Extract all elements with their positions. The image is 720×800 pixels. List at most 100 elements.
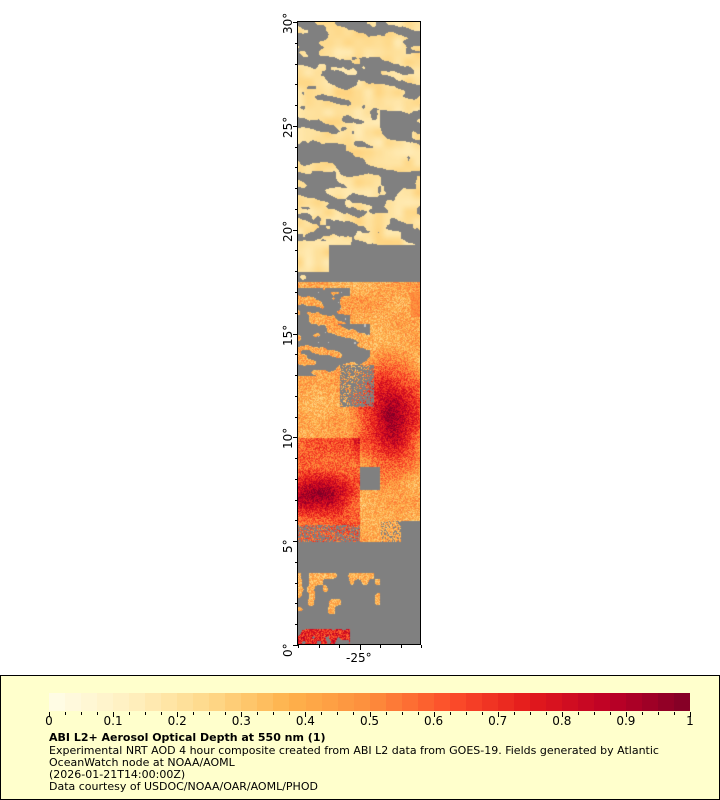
lon-tick: [359, 645, 361, 650]
colorbar-tick: [433, 712, 435, 717]
colorbar-tick: [369, 712, 371, 717]
lat-tick: [295, 167, 298, 169]
colorbar-step: [241, 693, 258, 711]
colorbar-step: [225, 693, 242, 711]
lat-tick: [295, 416, 298, 418]
colorbar-step: [337, 693, 354, 711]
colorbar-step: [369, 693, 386, 711]
colorbar-tick: [113, 712, 115, 717]
colorbar-tick: [81, 712, 83, 715]
colorbar-tick: [561, 712, 563, 717]
colorbar-tick-label: 1: [686, 714, 694, 728]
colorbar-tick: [529, 712, 531, 715]
lat-tick: [295, 603, 298, 605]
colorbar-step: [578, 693, 595, 711]
colorbar-tick: [257, 712, 259, 715]
colorbar-step: [658, 693, 675, 711]
legend-time: (2026-01-21T14:00:00Z): [49, 768, 186, 781]
colorbar-step: [610, 693, 627, 711]
colorbar-step: [49, 693, 66, 711]
colorbar-tick: [465, 712, 467, 715]
colorbar-tick-label: 0.7: [488, 714, 508, 728]
colorbar-step: [321, 693, 338, 711]
colorbar-tick: [481, 712, 483, 715]
colorbar-tick-label: 0.4: [295, 714, 315, 728]
lat-tick-label: 0°: [281, 643, 295, 657]
lat-tick: [295, 312, 298, 314]
colorbar-tick: [289, 712, 291, 715]
colorbar-tick-label: 0.9: [616, 714, 636, 728]
colorbar-tick: [673, 712, 675, 715]
colorbar-step: [481, 693, 498, 711]
lat-tick: [295, 582, 298, 584]
lon-tick: [318, 645, 320, 648]
legend-credit: Data courtesy of USDOC/NOAA/OAR/AOML/PHO…: [49, 780, 318, 793]
aod-map[interactable]: [298, 22, 421, 645]
lat-tick: [293, 541, 298, 543]
colorbar-tick: [129, 712, 131, 715]
lat-tick-label: 25°: [281, 116, 295, 138]
legend-panel: 0 0.1 0.2 0.3 0.4 0.5 0.6 0.7 0.8 0.9 1 ABI L2+ Ae…: [0, 675, 720, 800]
colorbar-step: [177, 693, 194, 711]
colorbar-tick: [545, 712, 547, 715]
lat-tick: [293, 645, 298, 646]
lat-tick: [295, 63, 298, 65]
colorbar-tick: [641, 712, 643, 715]
lat-tick: [295, 520, 298, 522]
colorbar-tick: [609, 712, 611, 715]
lat-tick: [295, 291, 298, 293]
colorbar-step: [65, 693, 82, 711]
colorbar-tick: [241, 712, 243, 717]
lat-tick: [295, 458, 298, 460]
colorbar-step: [626, 693, 643, 711]
colorbar-step: [401, 693, 418, 711]
colorbar-step: [562, 693, 579, 711]
colorbar-step: [209, 693, 226, 711]
colorbar-step: [97, 693, 114, 711]
lat-tick: [295, 84, 298, 86]
colorbar-step: [465, 693, 482, 711]
colorbar-tick-label: 0: [45, 714, 53, 728]
colorbar-tick-label: 0.5: [359, 714, 380, 728]
lat-tick: [295, 499, 298, 501]
colorbar-tick: [353, 712, 355, 715]
lat-tick: [295, 271, 298, 273]
colorbar-tick: [657, 712, 659, 715]
colorbar-step: [289, 693, 306, 711]
colorbar-tick-label: 0.6: [424, 714, 444, 728]
colorbar-tick: [305, 712, 307, 717]
lat-tick-label: 20°: [281, 220, 295, 242]
colorbar-tick: [593, 712, 595, 715]
colorbar-tick: [321, 712, 323, 715]
colorbar-tick: [273, 712, 275, 715]
colorbar-tick-label: 0.2: [167, 714, 187, 728]
colorbar-step: [545, 693, 562, 711]
colorbar-tick: [625, 712, 627, 717]
colorbar-tick-label: 0.8: [552, 714, 572, 728]
colorbar-tick: [161, 712, 163, 715]
colorbar-step: [145, 693, 162, 711]
lat-tick: [293, 229, 298, 231]
colorbar-step: [257, 693, 274, 711]
colorbar-step: [129, 693, 146, 711]
lon-tick: [400, 645, 402, 648]
legend-description-1: Experimental NRT AOD 4 hour composite cr…: [49, 744, 659, 757]
colorbar-tick: [97, 712, 99, 715]
colorbar-step: [594, 693, 611, 711]
colorbar-tick: [337, 712, 339, 715]
legend-title: ABI L2+ Aerosol Optical Depth at 550 nm …: [49, 731, 326, 744]
colorbar-step: [497, 693, 514, 711]
lat-tick: [293, 125, 298, 127]
colorbar-tick: [65, 712, 67, 715]
lat-tick: [295, 250, 298, 252]
colorbar-step: [674, 693, 691, 711]
colorbar-tick: [417, 712, 419, 715]
lat-tick-label: 5°: [281, 539, 295, 554]
colorbar-step: [273, 693, 290, 711]
lon-tick: [380, 645, 381, 648]
legend-description-2: OceanWatch node at NOAA/AOML: [49, 756, 235, 769]
colorbar-tick-label: 0.3: [231, 714, 251, 728]
lat-tick: [295, 105, 298, 107]
colorbar-tick: [497, 712, 499, 717]
lat-tick-label: 30°: [281, 12, 295, 34]
